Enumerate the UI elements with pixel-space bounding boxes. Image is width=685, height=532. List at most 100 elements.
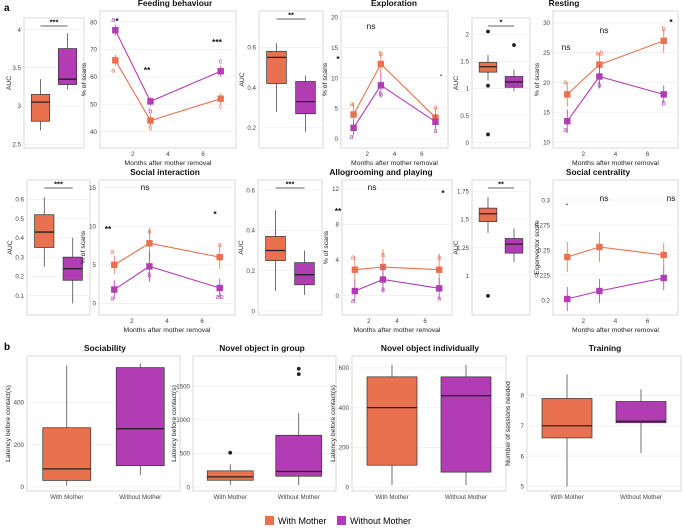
y-tick-label: 0.225 bbox=[535, 272, 551, 279]
significance-label: . bbox=[566, 197, 568, 207]
y-tick-label: 0.6 bbox=[15, 197, 24, 204]
y-tick-label: 0.2 bbox=[15, 274, 24, 281]
data-point bbox=[564, 117, 571, 125]
data-point bbox=[216, 253, 223, 261]
x-tick-label: Without Mother bbox=[119, 494, 161, 501]
y-axis-title: % of scans bbox=[80, 230, 87, 264]
group-letter: a bbox=[381, 250, 385, 259]
x-tick-label: 4 bbox=[614, 151, 618, 158]
legend: With Mother Without Mother bbox=[265, 516, 411, 526]
chart-title: Feeding behaviour bbox=[138, 0, 213, 8]
significance-label: ns bbox=[562, 42, 571, 52]
y-tick-label: 10 bbox=[331, 75, 338, 82]
x-axis-title: Months after mother removal bbox=[572, 160, 659, 167]
data-point bbox=[147, 117, 154, 124]
y-tick-label: 0.6 bbox=[247, 45, 256, 52]
significance-label: *** bbox=[286, 180, 295, 189]
data-point bbox=[660, 91, 667, 98]
group-letter: b bbox=[379, 89, 383, 98]
box-outlier bbox=[228, 450, 233, 455]
y-axis-title: % of scans bbox=[323, 230, 330, 264]
y-tick-label: 5 bbox=[335, 106, 339, 113]
y-tick-label: 1.5 bbox=[460, 217, 469, 224]
chart-title: Exploration bbox=[371, 0, 417, 8]
x-tick-label: Without Mother bbox=[278, 494, 320, 501]
group-letter: b bbox=[662, 24, 666, 33]
y-tick-label: 0.4 bbox=[246, 228, 255, 235]
legend-label-without-mother: Without Mother bbox=[350, 516, 411, 526]
chart-title: Social interaction bbox=[130, 167, 200, 177]
y-tick-label: 1.25 bbox=[457, 245, 470, 252]
panel-label-a: a bbox=[4, 3, 10, 14]
chart-title: Training bbox=[589, 343, 622, 353]
x-tick-label: With Mother bbox=[550, 494, 583, 501]
legend-label-with-mother: With Mother bbox=[278, 516, 327, 526]
y-tick-label: 0.2 bbox=[541, 297, 550, 304]
significance-label: ns bbox=[141, 182, 150, 192]
y-tick-label: 0 bbox=[466, 140, 470, 147]
x-tick-label: 6 bbox=[646, 151, 650, 158]
box-body bbox=[30, 94, 51, 122]
significance-label: ns bbox=[600, 193, 609, 203]
group-letter: c bbox=[219, 102, 223, 111]
y-axis-title: AUC bbox=[239, 72, 246, 86]
panel-exploration-auc-left: 0.2 0.4 0.6 AUC ** bbox=[239, 11, 324, 149]
x-tick-label: With Mother bbox=[50, 494, 83, 501]
group-letter: a bbox=[350, 132, 354, 141]
group-letter: a bbox=[433, 126, 437, 135]
y-tick-label: 1500 bbox=[176, 384, 190, 391]
group-letter: a bbox=[147, 226, 151, 235]
x-tick-label: 6 bbox=[200, 318, 204, 325]
box-body bbox=[115, 367, 165, 467]
panel-novel-object-individual: 0 200 400 600 Latency before contact(s) Novel… bbox=[330, 343, 507, 501]
box-outlier bbox=[486, 29, 490, 34]
panel-border bbox=[98, 179, 236, 316]
y-tick-label: 4 bbox=[18, 27, 22, 34]
panel-allogrooming-auc-right: 1 1.25 1.5 1.75 AUC ** bbox=[453, 180, 531, 316]
panel-border bbox=[99, 10, 237, 149]
data-point bbox=[564, 253, 571, 261]
data-point bbox=[112, 26, 119, 34]
box-outlier bbox=[512, 43, 516, 47]
group-letter: a bbox=[110, 247, 114, 256]
box-body bbox=[478, 207, 498, 222]
y-tick-label: 2 bbox=[466, 32, 470, 39]
box-body bbox=[615, 401, 667, 424]
significance-label: ** bbox=[498, 180, 504, 189]
panel-allogrooming-auc: 0 0.2 0.4 0.6 AUC *** bbox=[238, 180, 323, 316]
box-body bbox=[265, 236, 286, 261]
box-body bbox=[366, 376, 418, 466]
x-axis-title: Months after mother removal bbox=[354, 327, 441, 334]
significance-label: ns bbox=[368, 182, 377, 192]
data-point bbox=[435, 266, 443, 273]
significance-label: *** bbox=[50, 18, 59, 27]
group-letter: ab bbox=[216, 292, 224, 301]
box-body bbox=[275, 434, 323, 477]
box-body bbox=[440, 376, 492, 473]
y-axis-title: Latency before contact(s) bbox=[5, 385, 12, 462]
y-tick-label: 3 bbox=[18, 103, 22, 110]
x-tick-label: 4 bbox=[165, 318, 169, 325]
data-point bbox=[660, 274, 667, 282]
x-tick-label: 4 bbox=[614, 318, 618, 325]
group-letter: c bbox=[219, 56, 223, 65]
chart-title: Resting bbox=[549, 0, 580, 8]
y-tick-label: 600 bbox=[339, 365, 350, 372]
box-outlier bbox=[486, 293, 490, 298]
significance-label: ** bbox=[144, 65, 151, 75]
y-axis-title: AUC bbox=[7, 240, 14, 254]
significance-label: *** bbox=[212, 37, 223, 47]
x-axis-title: Months after mother removal bbox=[351, 160, 438, 167]
data-point bbox=[217, 68, 224, 75]
box-body bbox=[34, 214, 55, 248]
significance-label: * bbox=[336, 54, 340, 64]
significance-label: ** bbox=[335, 206, 342, 216]
x-tick-label: 6 bbox=[646, 318, 650, 325]
data-point bbox=[432, 118, 439, 126]
group-letter: b bbox=[597, 81, 601, 90]
group-letter: a bbox=[351, 253, 355, 262]
significance-label: * bbox=[115, 16, 119, 26]
